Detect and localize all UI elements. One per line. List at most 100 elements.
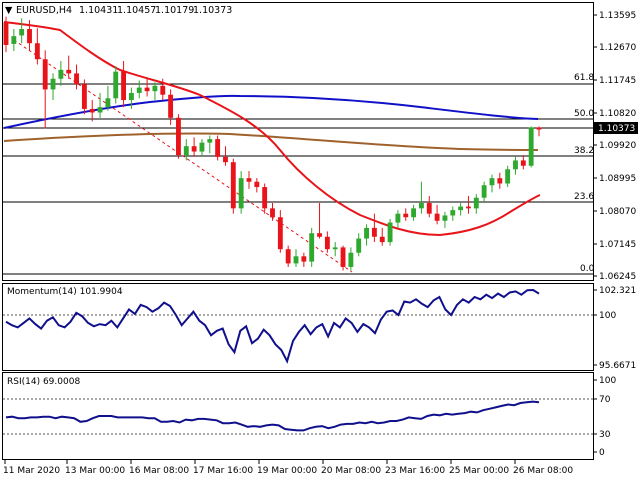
candle-bear bbox=[497, 178, 503, 184]
current-price-label: 1.10373 bbox=[598, 124, 635, 134]
price-tick: 1.08070 bbox=[599, 207, 636, 217]
momentum-tick: 102.321 bbox=[599, 286, 636, 296]
candle-bear bbox=[121, 71, 127, 101]
fib-label-38.2: 38.2 bbox=[574, 146, 594, 156]
rsi-tick: 30 bbox=[599, 430, 611, 440]
rsi-tick: 100 bbox=[599, 376, 616, 386]
price-tick: 1.07145 bbox=[599, 240, 636, 250]
time-label: 16 Mar 08:00 bbox=[129, 466, 189, 476]
price-tick: 1.11745 bbox=[599, 76, 636, 86]
time-label: 26 Mar 08:00 bbox=[513, 466, 573, 476]
momentum-panel-frame bbox=[2, 283, 594, 371]
time-label: 25 Mar 00:00 bbox=[449, 466, 509, 476]
candle-bull bbox=[183, 146, 189, 156]
candle-bull bbox=[19, 29, 25, 36]
candle-bear bbox=[301, 256, 307, 262]
candle-bear bbox=[536, 127, 542, 130]
ohlc-close: 1.10373 bbox=[193, 5, 232, 16]
candle-bear bbox=[246, 178, 252, 182]
momentum-tick: 95.6671 bbox=[599, 361, 636, 371]
dropdown-triangle-icon[interactable]: ▼ bbox=[5, 5, 13, 16]
rsi-title: RSI(14) 69.0008 bbox=[7, 377, 80, 387]
sma-slow-line bbox=[3, 94, 539, 129]
main-chart-frame bbox=[2, 2, 594, 281]
candle-bear bbox=[27, 29, 32, 44]
symbol-label: EURUSD,H4 bbox=[16, 5, 72, 16]
candle-bear bbox=[42, 59, 48, 90]
candle-bull bbox=[528, 127, 534, 166]
sma-long-line bbox=[3, 132, 539, 151]
candle-bull bbox=[58, 69, 64, 79]
time-label: 23 Mar 16:00 bbox=[385, 466, 445, 476]
candle-bear bbox=[270, 208, 275, 218]
candle-bear bbox=[144, 87, 150, 92]
candle-bear bbox=[317, 233, 322, 237]
momentum-line bbox=[5, 288, 540, 364]
candle-bear bbox=[230, 162, 236, 209]
candle-bear bbox=[520, 160, 526, 166]
time-label: 11 Mar 2020 bbox=[3, 466, 60, 476]
candle-bear bbox=[223, 156, 228, 163]
candle-bear bbox=[254, 181, 260, 188]
candle-bull bbox=[481, 185, 487, 198]
candle-bear bbox=[403, 213, 409, 218]
fib-label-0.0: 0.0 bbox=[580, 264, 595, 274]
candle-bull bbox=[50, 78, 56, 90]
candle-bull bbox=[489, 178, 495, 186]
momentum-title: Momentum(14) 101.9904 bbox=[7, 287, 123, 297]
candle-bull bbox=[348, 252, 354, 267]
time-label: 20 Mar 08:00 bbox=[321, 466, 381, 476]
candle-bear bbox=[426, 203, 432, 214]
candle-bull bbox=[513, 160, 518, 170]
ohlc-high: 1.10457 bbox=[117, 5, 156, 16]
candle-bull bbox=[450, 210, 456, 216]
time-label: 19 Mar 00:00 bbox=[257, 466, 317, 476]
fib-levels: 61.8 50.0 38.2 23.6 0.0 bbox=[3, 73, 595, 275]
candle-bear bbox=[371, 227, 377, 237]
candle-bear bbox=[74, 73, 79, 85]
price-axis: 1.13595 1.12670 1.11745 1.10820 1.09920 … bbox=[593, 11, 636, 282]
candle-bear bbox=[34, 43, 40, 60]
candle-bear bbox=[277, 217, 283, 250]
candle-bull bbox=[332, 247, 338, 250]
candle-bull bbox=[238, 178, 244, 209]
fib-label-61.8: 61.8 bbox=[574, 73, 594, 83]
price-tick: 1.06245 bbox=[599, 272, 636, 282]
candle-bear bbox=[191, 146, 197, 152]
sma-fast-line bbox=[3, 21, 541, 237]
candle-bull bbox=[105, 98, 111, 108]
rsi-line bbox=[5, 400, 540, 432]
candle-bear bbox=[324, 236, 330, 250]
current-price-tag bbox=[594, 122, 638, 134]
time-label: 13 Mar 00:00 bbox=[65, 466, 125, 476]
rsi-panel-frame bbox=[2, 372, 594, 460]
candle-bear bbox=[434, 213, 440, 221]
candle-bull bbox=[152, 85, 158, 92]
price-tick: 1.10820 bbox=[599, 109, 636, 119]
candle-bull bbox=[364, 227, 369, 239]
candle-bull bbox=[387, 222, 393, 243]
fib-label-50.0: 50.0 bbox=[574, 109, 594, 119]
price-tick: 1.09920 bbox=[599, 141, 636, 151]
candle-bull bbox=[505, 169, 511, 184]
candles bbox=[3, 16, 542, 271]
candle-bull bbox=[458, 206, 464, 211]
candle-bull bbox=[473, 197, 479, 209]
fib-label-23.6: 23.6 bbox=[574, 192, 594, 202]
candle-bear bbox=[160, 85, 166, 95]
candle-bear bbox=[285, 249, 291, 264]
candle-bull bbox=[309, 233, 315, 262]
candle-bear bbox=[379, 236, 385, 243]
candle-bull bbox=[97, 107, 103, 113]
ohlc-open: 1.10431 bbox=[79, 5, 118, 16]
price-tick: 1.08995 bbox=[599, 174, 636, 184]
candle-bear bbox=[215, 139, 221, 157]
price-tick: 1.13595 bbox=[599, 11, 636, 21]
candle-bull bbox=[207, 139, 213, 143]
momentum-tick: 100 bbox=[599, 311, 616, 321]
candle-bull bbox=[411, 208, 417, 218]
candle-bull bbox=[293, 256, 299, 264]
candle-bull bbox=[136, 87, 142, 93]
candle-bull bbox=[395, 213, 401, 223]
